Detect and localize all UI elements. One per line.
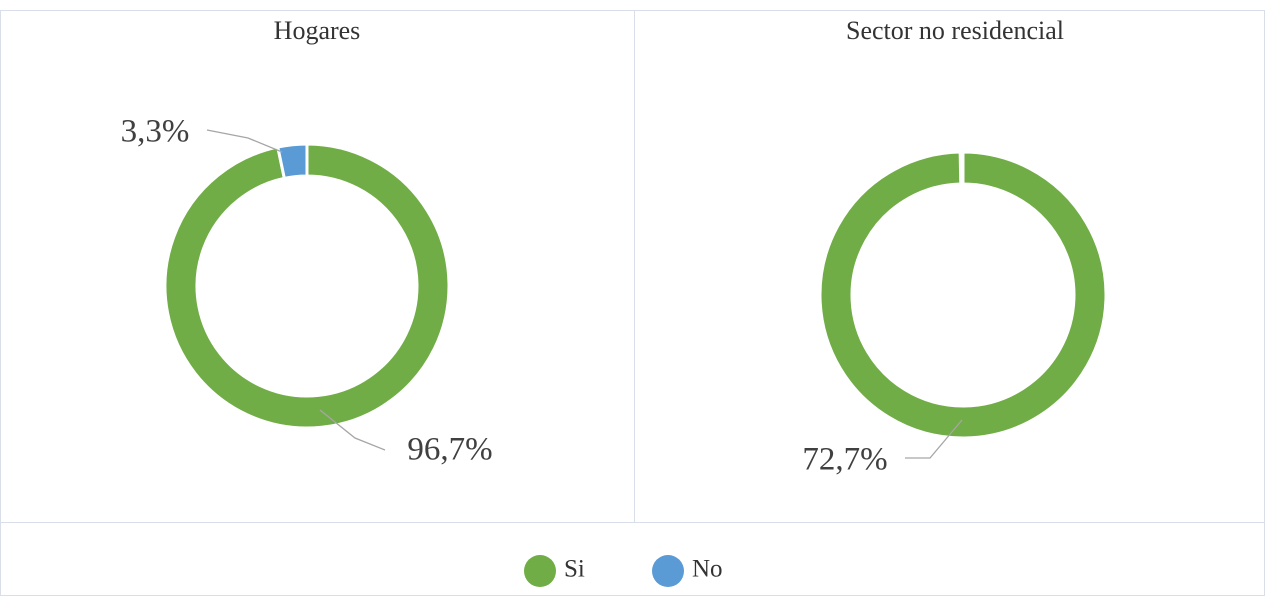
leader-line bbox=[319, 409, 386, 451]
chart-title: Hogares bbox=[274, 16, 361, 45]
legend-swatch bbox=[652, 555, 684, 587]
chart-title: Sector no residencial bbox=[846, 16, 1064, 45]
legend-label: No bbox=[692, 556, 723, 583]
donut-segment bbox=[818, 150, 1108, 440]
legend-label: Si bbox=[564, 556, 585, 583]
leader-line bbox=[905, 419, 963, 459]
donut-segment bbox=[275, 142, 309, 181]
legend-swatch bbox=[524, 555, 556, 587]
data-label: 96,7% bbox=[407, 432, 492, 468]
data-label: 72,7% bbox=[802, 442, 887, 478]
data-label: 3,3% bbox=[121, 114, 190, 150]
leader-line bbox=[206, 129, 283, 153]
donut-segment bbox=[163, 142, 451, 430]
